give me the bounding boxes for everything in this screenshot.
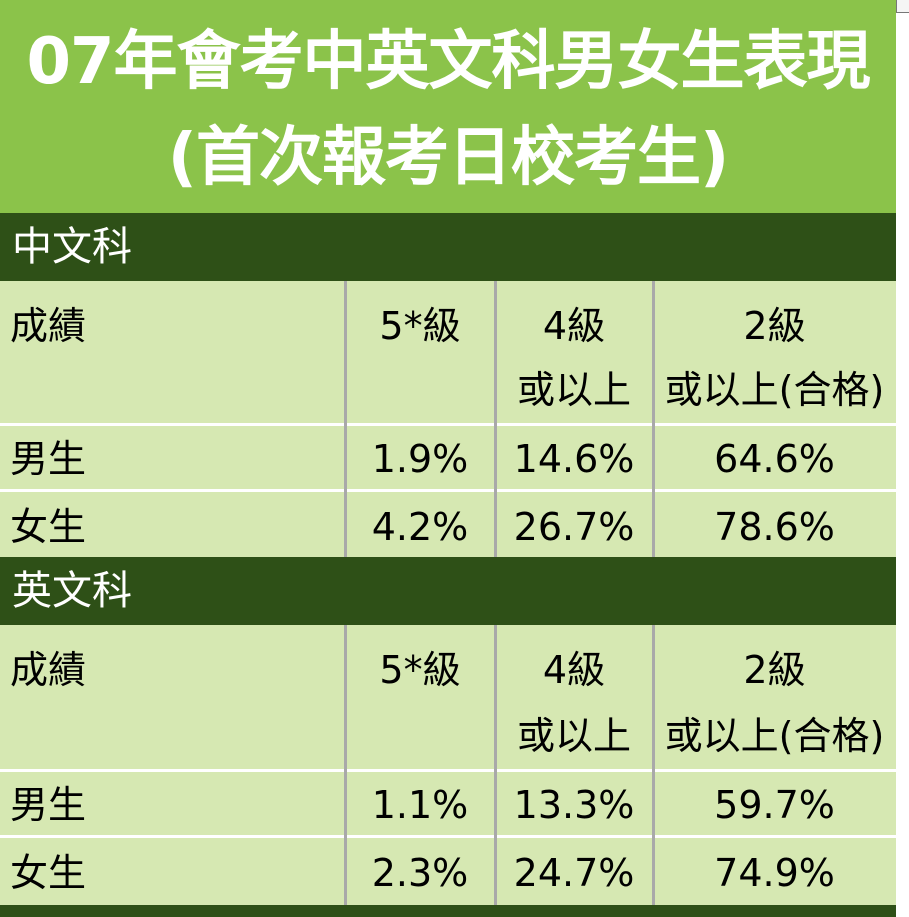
row-label: 男生 xyxy=(10,437,87,481)
title-line-1: 07年會考中英文科男女生表現 xyxy=(26,25,870,99)
corner-resize-icon xyxy=(896,0,909,13)
value-level-4: 14.6% xyxy=(513,437,635,481)
header-level-2-plus: 2級 或以上(合格) xyxy=(664,648,885,758)
row-label: 女生 xyxy=(10,851,87,895)
column-divider xyxy=(652,281,655,557)
value-5star: 1.1% xyxy=(371,783,469,827)
value-level-4: 24.7% xyxy=(513,851,635,895)
column-divider xyxy=(344,281,347,557)
header-level-2-plus: 2級 或以上(合格) xyxy=(664,304,885,412)
value-level-2: 59.7% xyxy=(714,783,835,827)
title-banner: 07年會考中英文科男女生表現 (首次報考日校考生) xyxy=(0,0,896,213)
table-chinese: 成績 5*級 4級 或以上 2級 或以上(合格) 男生 1.9% 14.6% 6… xyxy=(0,281,896,557)
divider xyxy=(0,835,896,838)
value-5star: 4.2% xyxy=(371,505,469,549)
row-label: 女生 xyxy=(10,505,87,549)
value-level-2: 78.6% xyxy=(714,505,835,549)
value-level-2: 74.9% xyxy=(714,851,835,895)
table-row-female: 女生 2.3% 24.7% 74.9% xyxy=(0,838,896,905)
table-header-row: 成績 5*級 4級 或以上 2級 或以上(合格) xyxy=(0,625,896,769)
divider xyxy=(0,489,896,492)
header-level-5star: 5*級 xyxy=(379,648,461,692)
value-level-4: 26.7% xyxy=(513,505,635,549)
column-divider xyxy=(494,281,497,557)
value-level-4: 13.3% xyxy=(513,783,635,827)
section-header-chinese: 中文科 xyxy=(0,213,896,281)
divider xyxy=(0,769,896,772)
bottom-rule xyxy=(0,905,896,917)
header-level-4-plus: 4級 或以上 xyxy=(516,304,631,412)
header-label: 成績 xyxy=(10,304,87,348)
value-level-2: 64.6% xyxy=(714,437,835,481)
header-level-5star: 5*級 xyxy=(379,304,461,348)
title-line-2: (首次報考日校考生) xyxy=(167,121,730,195)
section-header-english: 英文科 xyxy=(0,557,896,625)
column-divider xyxy=(344,625,347,905)
table-english: 成績 5*級 4級 或以上 2級 或以上(合格) 男生 1.1% 13.3% 5… xyxy=(0,625,896,905)
header-level-4-plus: 4級 或以上 xyxy=(516,648,631,758)
value-5star: 2.3% xyxy=(371,851,469,895)
header-label: 成績 xyxy=(10,648,87,692)
column-divider xyxy=(494,625,497,905)
row-label: 男生 xyxy=(10,783,87,827)
column-divider xyxy=(652,625,655,905)
table-row-male: 男生 1.1% 13.3% 59.7% xyxy=(0,772,896,835)
section-title: 英文科 xyxy=(12,568,132,614)
table-header-row: 成績 5*級 4級 或以上 2級 或以上(合格) xyxy=(0,281,896,423)
section-title: 中文科 xyxy=(12,224,132,270)
table-row-female: 女生 4.2% 26.7% 78.6% xyxy=(0,492,896,557)
table-row-male: 男生 1.9% 14.6% 64.6% xyxy=(0,426,896,489)
divider xyxy=(0,423,896,426)
value-5star: 1.9% xyxy=(371,437,469,481)
